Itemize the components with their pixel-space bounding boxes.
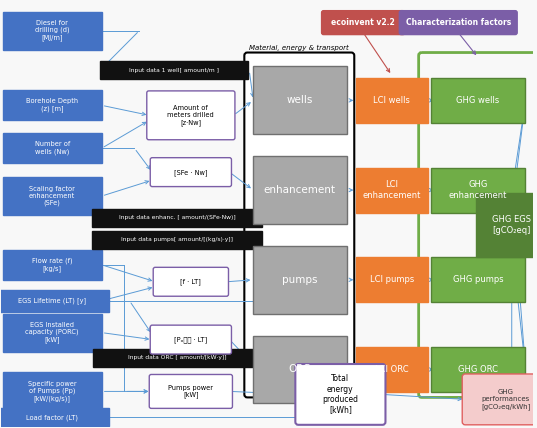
Text: LCI ORC: LCI ORC [375, 365, 409, 374]
Text: Input data enhanc. [ amount/(SFe·Nw)]: Input data enhanc. [ amount/(SFe·Nw)] [119, 215, 235, 220]
FancyBboxPatch shape [356, 78, 427, 123]
FancyBboxPatch shape [3, 372, 101, 410]
FancyBboxPatch shape [253, 336, 347, 403]
Text: EGS Installed
capacity (PORC)
[kW]: EGS Installed capacity (PORC) [kW] [25, 322, 79, 343]
Text: GHG
performances
[gCO₂eq/kWh]: GHG performances [gCO₂eq/kWh] [481, 389, 531, 410]
FancyBboxPatch shape [3, 177, 101, 215]
Text: Characterization factors: Characterization factors [405, 18, 511, 27]
FancyBboxPatch shape [3, 12, 101, 50]
Text: GHG
enhancement: GHG enhancement [449, 180, 507, 200]
Text: Input data 1 well[ amount/m ]: Input data 1 well[ amount/m ] [129, 68, 219, 73]
FancyBboxPatch shape [149, 374, 233, 408]
Text: Material, energy & transport: Material, energy & transport [249, 45, 349, 51]
FancyBboxPatch shape [150, 325, 231, 354]
Text: Specific power
of Pumps (Pp)
[kW/(kg/s)]: Specific power of Pumps (Pp) [kW/(kg/s)] [28, 381, 76, 402]
FancyBboxPatch shape [356, 347, 427, 392]
Text: GHG EGS
[gCO₂eq]: GHG EGS [gCO₂eq] [492, 215, 531, 235]
FancyBboxPatch shape [3, 90, 101, 120]
FancyBboxPatch shape [431, 168, 525, 213]
Text: [Pₒ⬳⬳ · LT]: [Pₒ⬳⬳ · LT] [174, 336, 207, 343]
FancyBboxPatch shape [400, 11, 517, 35]
Text: Borehole Depth
(z) [m]: Borehole Depth (z) [m] [26, 98, 78, 112]
FancyBboxPatch shape [92, 209, 262, 227]
Text: Flow rate (f)
[kg/s]: Flow rate (f) [kg/s] [32, 258, 72, 272]
FancyBboxPatch shape [253, 246, 347, 314]
Text: [f · LT]: [f · LT] [180, 278, 201, 285]
FancyBboxPatch shape [322, 11, 405, 35]
FancyBboxPatch shape [153, 268, 228, 296]
Text: ecoinvent v2.2: ecoinvent v2.2 [331, 18, 395, 27]
FancyBboxPatch shape [150, 158, 231, 187]
Text: ORC: ORC [289, 365, 311, 374]
FancyBboxPatch shape [253, 156, 347, 224]
FancyBboxPatch shape [295, 364, 386, 425]
Text: Number of
wells (Nw): Number of wells (Nw) [34, 142, 70, 155]
FancyBboxPatch shape [3, 250, 101, 280]
FancyBboxPatch shape [0, 408, 109, 426]
FancyBboxPatch shape [0, 290, 109, 312]
FancyBboxPatch shape [3, 133, 101, 163]
Text: enhancement: enhancement [264, 185, 336, 195]
Text: Load factor (LT): Load factor (LT) [26, 414, 78, 421]
Text: EGS Lifetime (LT) [y]: EGS Lifetime (LT) [y] [18, 297, 86, 304]
Text: Pumps power
[kW]: Pumps power [kW] [169, 384, 213, 398]
Text: GHG wells: GHG wells [456, 96, 500, 105]
Text: GHG pumps: GHG pumps [453, 275, 503, 284]
Text: Input data ORC [ amount/[kW·y]]: Input data ORC [ amount/[kW·y]] [128, 355, 226, 360]
FancyBboxPatch shape [92, 231, 262, 249]
Text: Input data pumps[ amount/[(kg/s)·y]]: Input data pumps[ amount/[(kg/s)·y]] [121, 238, 233, 242]
FancyBboxPatch shape [93, 348, 261, 366]
Text: Amount of
meters drilled
[z·Nw]: Amount of meters drilled [z·Nw] [168, 105, 214, 126]
FancyBboxPatch shape [431, 347, 525, 392]
Text: Diesel for
drilling (d)
[MJ/m]: Diesel for drilling (d) [MJ/m] [35, 20, 69, 41]
FancyBboxPatch shape [100, 62, 248, 80]
Text: LCI
enhancement: LCI enhancement [362, 180, 421, 200]
FancyBboxPatch shape [431, 257, 525, 302]
Text: Total
energy
produced
[kWh]: Total energy produced [kWh] [322, 374, 358, 414]
Text: LCI pumps: LCI pumps [370, 275, 414, 284]
FancyBboxPatch shape [356, 168, 427, 213]
FancyBboxPatch shape [244, 53, 354, 398]
FancyBboxPatch shape [147, 91, 235, 140]
FancyBboxPatch shape [462, 374, 537, 425]
FancyBboxPatch shape [3, 314, 101, 351]
Text: wells: wells [287, 95, 313, 105]
Text: GHG ORC: GHG ORC [458, 365, 498, 374]
FancyBboxPatch shape [356, 257, 427, 302]
FancyBboxPatch shape [476, 193, 537, 257]
FancyBboxPatch shape [253, 66, 347, 134]
Text: LCI wells: LCI wells [373, 96, 410, 105]
FancyBboxPatch shape [431, 78, 525, 123]
Text: Scaling factor
enhancement
(SFe): Scaling factor enhancement (SFe) [29, 186, 75, 206]
Text: [SFe · Nw]: [SFe · Nw] [174, 169, 208, 175]
Text: pumps: pumps [282, 275, 317, 285]
